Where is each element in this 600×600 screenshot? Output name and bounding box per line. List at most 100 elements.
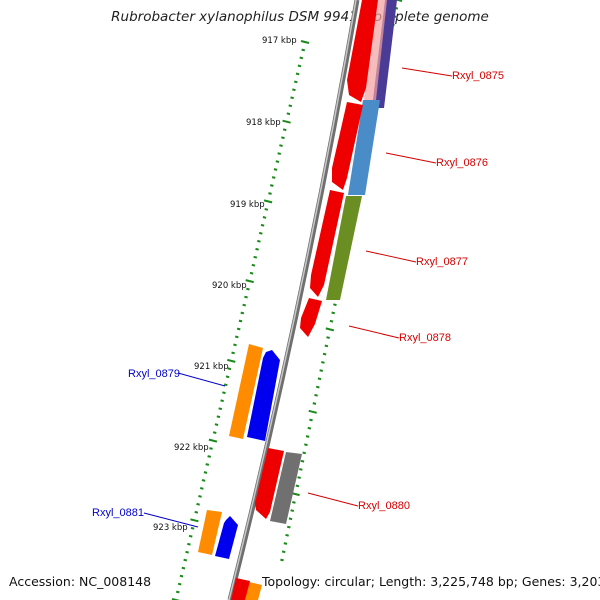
ruler-left-minor-tick bbox=[275, 160, 280, 163]
ruler-left-minor-tick bbox=[246, 287, 250, 291]
ruler-left-minor-tick bbox=[273, 168, 278, 171]
tick-label-919: 919 kbp bbox=[230, 200, 265, 210]
ruler-left-minor-tick bbox=[255, 247, 259, 251]
ruler-left-major-tick bbox=[208, 438, 218, 443]
gene-label-rxyl-0878[interactable]: Rxyl_0878 bbox=[399, 332, 451, 344]
ruler-right-minor-tick bbox=[317, 377, 322, 381]
ruler-left-minor-tick bbox=[244, 295, 248, 299]
cog-bar-0876 bbox=[348, 100, 380, 195]
ruler-left-minor-tick bbox=[234, 335, 239, 339]
ruler-left-minor-tick bbox=[281, 136, 285, 140]
cog-bar-0882 bbox=[245, 582, 262, 600]
ruler-left-major-tick bbox=[282, 119, 291, 124]
genome-backbone bbox=[227, 0, 360, 600]
ruler-left-minor-tick bbox=[212, 431, 217, 434]
ruler-left-minor-tick bbox=[269, 184, 274, 187]
ruler-right-minor-tick bbox=[321, 361, 325, 364]
ruler-left-minor-tick bbox=[231, 351, 235, 355]
ruler-left bbox=[171, 40, 310, 600]
ruler-left-minor-tick bbox=[222, 391, 226, 395]
ruler-left-minor-tick bbox=[249, 271, 254, 275]
cds-arrow-0875 bbox=[347, 0, 378, 102]
ruler-left-minor-tick bbox=[218, 407, 223, 411]
gene-label-rxyl-0876[interactable]: Rxyl_0876 bbox=[436, 157, 488, 169]
accession-text: Accession: NC_008148 bbox=[9, 574, 152, 589]
ruler-left-minor-tick bbox=[233, 343, 237, 347]
ruler-left-minor-tick bbox=[187, 542, 191, 546]
ruler-left-minor-tick bbox=[177, 582, 182, 586]
ruler-left-minor-tick bbox=[295, 72, 300, 76]
gene-label-rxyl-0875[interactable]: Rxyl_0875 bbox=[452, 70, 504, 82]
ruler-left-minor-tick bbox=[209, 447, 213, 450]
ruler-right-minor-tick bbox=[298, 468, 303, 471]
topology-text: Topology: circular; bbox=[262, 574, 375, 589]
tick-labels: 917 kbp 918 kbp 919 kbp 920 kbp 921 kbp … bbox=[153, 36, 297, 533]
ruler-right-major-tick bbox=[308, 409, 317, 414]
ruler-left-minor-tick bbox=[223, 383, 228, 387]
ruler-right-minor-tick bbox=[297, 476, 301, 479]
ruler-right-minor-tick bbox=[304, 443, 308, 447]
topology-summary: Topology: circular; Length: 3,225,748 bp;… bbox=[262, 574, 600, 589]
ruler-left-minor-tick bbox=[207, 455, 212, 458]
ruler-right-minor-tick bbox=[288, 517, 293, 521]
ruler-left-minor-tick bbox=[203, 471, 208, 474]
gene-label-rxyl-0877[interactable]: Rxyl_0877 bbox=[416, 256, 468, 268]
ruler-left-minor-tick bbox=[301, 48, 306, 52]
ruler-left-minor-tick bbox=[238, 319, 243, 323]
cds-arrow-0876 bbox=[332, 102, 363, 190]
cog-bar-0875 bbox=[372, 0, 397, 108]
ruler-left-minor-tick bbox=[199, 487, 204, 490]
ruler-left-minor-tick bbox=[175, 590, 180, 594]
ruler-right-minor-tick bbox=[307, 426, 312, 430]
ruler-right-minor-tick bbox=[280, 558, 284, 562]
ruler-left-minor-tick bbox=[216, 415, 221, 419]
gene-label-rxyl-0881[interactable]: Rxyl_0881 bbox=[92, 507, 144, 519]
cds-arrow-0878 bbox=[300, 298, 322, 337]
ruler-right-minor-tick bbox=[312, 402, 317, 405]
cds-arrow-0880 bbox=[255, 448, 284, 519]
ruler-right-minor-tick bbox=[292, 501, 296, 504]
ruler-left-minor-tick bbox=[299, 56, 304, 60]
gene-count-text: Genes: 3,203 bbox=[521, 574, 600, 589]
cds-arrow-0881 bbox=[215, 516, 238, 559]
ruler-left-minor-tick bbox=[242, 303, 247, 307]
ruler-right-minor-tick bbox=[331, 311, 336, 315]
ruler-right-minor-tick bbox=[283, 542, 288, 545]
cog-bar-0880 bbox=[270, 452, 302, 524]
ruler-right-minor-tick bbox=[281, 550, 286, 554]
ruler-right-minor-tick bbox=[326, 336, 330, 339]
ruler-left-minor-tick bbox=[196, 502, 200, 506]
ruler-left-minor-tick bbox=[225, 375, 230, 379]
cds-track bbox=[215, 0, 378, 600]
ruler-left-major-tick bbox=[171, 598, 181, 600]
ruler-left-minor-tick bbox=[292, 88, 296, 92]
cog-bar-0877 bbox=[326, 196, 362, 300]
ruler-left-minor-tick bbox=[257, 239, 261, 243]
ruler-left-minor-tick bbox=[190, 526, 195, 530]
ruler-left-minor-tick bbox=[236, 327, 241, 331]
ruler-left-minor-tick bbox=[183, 558, 188, 562]
cds-arrow-0877 bbox=[310, 190, 344, 297]
ruler-right-minor-tick bbox=[314, 393, 318, 397]
ruler-left-major-tick bbox=[190, 518, 199, 523]
ruler-left-minor-tick bbox=[286, 112, 291, 116]
ruler-right-minor-tick bbox=[319, 369, 324, 372]
ruler-left-major-tick bbox=[245, 279, 254, 284]
ruler-left-minor-tick bbox=[282, 128, 287, 132]
cds-arrow-0882 bbox=[231, 578, 250, 600]
ruler-right-minor-tick bbox=[290, 509, 295, 512]
cog-bar-0875-light bbox=[364, 0, 387, 100]
ruler-left-minor-tick bbox=[258, 231, 263, 235]
gene-label-rxyl-0880[interactable]: Rxyl_0880 bbox=[358, 500, 410, 512]
tick-label-921: 921 kbp bbox=[194, 362, 229, 372]
tick-label-920: 920 kbp bbox=[212, 281, 247, 291]
gene-label-rxyl-0879[interactable]: Rxyl_0879 bbox=[128, 368, 180, 380]
cog-bar-0879 bbox=[229, 344, 263, 439]
ruler-left-minor-tick bbox=[185, 550, 189, 554]
ruler-left-minor-tick bbox=[181, 566, 186, 570]
ruler-left-minor-tick bbox=[220, 399, 224, 403]
ruler-right-minor-tick bbox=[324, 344, 329, 348]
ruler-left-minor-tick bbox=[205, 463, 210, 466]
ruler-left-minor-tick bbox=[253, 255, 258, 259]
